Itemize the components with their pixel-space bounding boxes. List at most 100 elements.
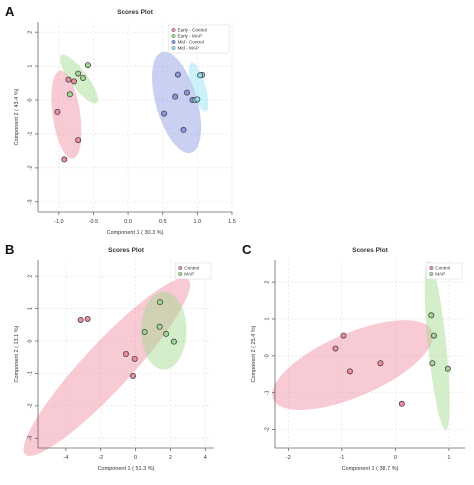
panel-letter-c: C [242, 242, 252, 257]
y-axis-label: Component 2 ( 43.4 %) [14, 88, 20, 145]
legend-label: Mid - MAP [178, 46, 199, 51]
x-tick-label: -2 [98, 455, 103, 461]
legend-swatch [171, 34, 176, 39]
legend-swatch [429, 272, 434, 277]
scores-plot-a: -1.0 -0.5 0.0 0.5 1.0 1.5 -3 -2 -1 0 1 2 Scores Plot… [14, 9, 236, 236]
data-point [332, 345, 339, 352]
data-point [180, 126, 187, 133]
legend-label: Mid - Control [178, 40, 204, 45]
x-tick-label: -0.5 [89, 219, 98, 225]
x-tick-label: 4 [204, 455, 207, 461]
x-tick-label: -4 [63, 455, 68, 461]
confidence-ellipse [152, 51, 202, 154]
legend-box [175, 262, 212, 280]
y-tick-label: 0 [27, 99, 33, 102]
y-tick-label: 2 [27, 275, 33, 278]
y-tick-label: 1 [27, 307, 33, 310]
data-point [398, 400, 405, 407]
data-point [65, 76, 72, 83]
y-tick-label: 2 [264, 281, 270, 284]
chart-title: Scores Plot [352, 247, 389, 254]
data-point [129, 373, 136, 380]
data-point [430, 332, 437, 339]
data-point [163, 330, 170, 337]
legend-box [168, 24, 230, 54]
x-tick-label: 0.0 [124, 219, 132, 225]
y-tick-label: -3 [27, 436, 33, 441]
data-point [377, 360, 384, 367]
data-point [156, 323, 163, 330]
data-point [156, 299, 163, 306]
y-tick-label: -2 [27, 403, 33, 408]
legend-label: Control [184, 266, 199, 271]
y-tick-label: -3 [27, 199, 33, 204]
x-axis-label: Component 1 ( 30.3 %) [107, 230, 164, 236]
plot-area [275, 260, 465, 448]
data-point [75, 70, 82, 77]
legend-swatch [171, 40, 176, 45]
chart-title: Scores Plot [117, 9, 154, 16]
y-tick-label: -1 [264, 390, 270, 395]
y-tick-label: 0 [27, 340, 33, 343]
confidence-ellipse [424, 260, 450, 431]
legend-label: Early - Control [178, 28, 207, 33]
data-point [80, 74, 87, 81]
y-tick-label: 1 [264, 317, 270, 320]
data-point [77, 316, 84, 323]
data-point [183, 89, 190, 96]
confidence-ellipse [141, 291, 187, 370]
data-point [197, 72, 204, 79]
y-tick-label: -2 [264, 427, 270, 432]
legend-swatch [178, 266, 183, 271]
scores-plot-c: -2 -1 0 1 -2 -1 0 1 2 Scores Plot Component 1 ( 38… [251, 247, 465, 472]
data-point [84, 62, 91, 69]
legend-label: Control [435, 266, 450, 271]
data-point [66, 91, 73, 98]
data-point [174, 71, 181, 78]
y-tick-label: -2 [27, 165, 33, 170]
data-point [429, 360, 436, 367]
y-axis-label: Component 2 ( 25.4 %) [251, 325, 257, 382]
legend-label: MAP [435, 272, 445, 277]
data-point [123, 351, 130, 358]
x-tick-label: 1.5 [228, 219, 236, 225]
panel-a: A -1.0 -0.5 0.0 0.5 1.0 1.5 -3 -2 -1 0 1 2 Scores Pl… [0, 0, 240, 240]
data-point [194, 96, 201, 103]
legend-swatch [171, 28, 176, 33]
y-tick-label: -1 [27, 371, 33, 376]
x-tick-label: -1.0 [54, 219, 63, 225]
x-axis-label: Component 1 ( 51.3 %) [98, 466, 155, 472]
data-point [71, 78, 78, 85]
data-point [141, 328, 148, 335]
legend-swatch [429, 266, 434, 271]
data-point [428, 312, 435, 319]
confidence-ellipse [272, 320, 434, 410]
data-point [170, 338, 177, 345]
data-point [444, 365, 451, 372]
x-tick-label: 0 [394, 455, 397, 461]
data-point [54, 108, 61, 115]
confidence-ellipse [51, 70, 82, 159]
data-point [84, 315, 91, 322]
data-point [131, 355, 138, 362]
x-axis-label: Component 1 ( 38.7 %) [342, 466, 399, 472]
panel-b: B -4 -2 0 2 4 -3 -2 -1 0 1 2 Scores Plot Component 1… [0, 240, 237, 480]
data-point [346, 368, 353, 375]
y-tick-label: 1 [27, 65, 33, 68]
legend-label: Early - MAP [178, 34, 203, 39]
x-tick-label: 1 [447, 455, 450, 461]
confidence-ellipse [189, 62, 209, 112]
x-tick-label: -1 [339, 455, 344, 461]
data-point [161, 110, 168, 117]
data-point [172, 93, 179, 100]
y-tick-label: 2 [27, 31, 33, 34]
confidence-ellipse [23, 277, 191, 456]
y-tick-label: -1 [27, 132, 33, 137]
chart-title: Scores Plot [108, 247, 145, 254]
x-tick-label: 2 [169, 455, 172, 461]
legend-box [426, 262, 463, 280]
x-tick-label: 0 [134, 455, 137, 461]
plot-area [38, 22, 232, 212]
